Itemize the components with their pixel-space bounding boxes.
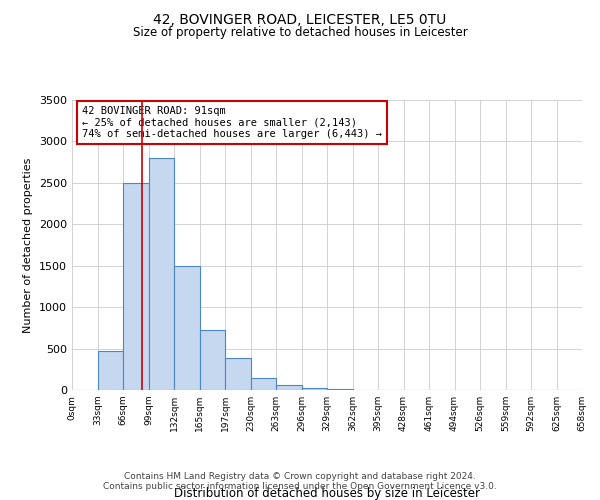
- Bar: [276, 385, 302, 390]
- Text: 42, BOVINGER ROAD, LEICESTER, LE5 0TU: 42, BOVINGER ROAD, LEICESTER, LE5 0TU: [154, 12, 446, 26]
- Text: Size of property relative to detached houses in Leicester: Size of property relative to detached ho…: [133, 26, 467, 39]
- Bar: [149, 158, 174, 390]
- Bar: [327, 389, 353, 390]
- Bar: [199, 330, 225, 390]
- Bar: [251, 378, 276, 390]
- X-axis label: Distribution of detached houses by size in Leicester: Distribution of detached houses by size …: [174, 487, 480, 500]
- Y-axis label: Number of detached properties: Number of detached properties: [23, 158, 34, 332]
- Text: Contains public sector information licensed under the Open Government Licence v3: Contains public sector information licen…: [103, 482, 497, 491]
- Text: 42 BOVINGER ROAD: 91sqm
← 25% of detached houses are smaller (2,143)
74% of semi: 42 BOVINGER ROAD: 91sqm ← 25% of detache…: [82, 106, 382, 139]
- Bar: [123, 183, 149, 390]
- Text: Contains HM Land Registry data © Crown copyright and database right 2024.: Contains HM Land Registry data © Crown c…: [124, 472, 476, 481]
- Bar: [97, 351, 123, 390]
- Bar: [174, 266, 199, 390]
- Bar: [225, 358, 251, 390]
- Bar: [302, 388, 327, 390]
